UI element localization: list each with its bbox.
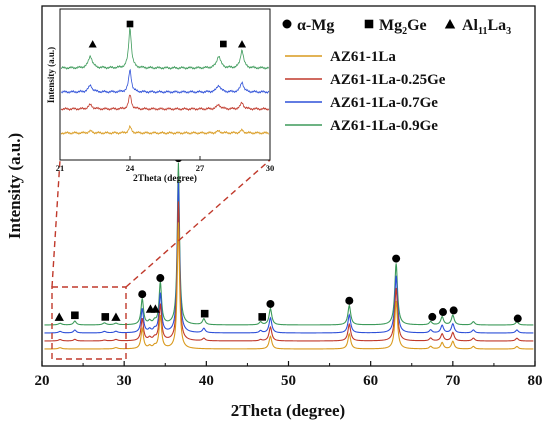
x-axis-label: 2Theta (degree) xyxy=(231,401,345,420)
inset-marker-square xyxy=(126,20,134,28)
legend-triangle-symbol xyxy=(444,19,456,29)
marker-square xyxy=(101,313,110,321)
marker-triangle xyxy=(54,312,64,321)
marker-circle xyxy=(513,314,522,323)
legend-square-symbol xyxy=(364,19,374,29)
inset-y-axis-label: Intensity (a.u.) xyxy=(46,47,56,103)
legend-label-AZ61-1La-0.9Ge: AZ61-1La-0.9Ge xyxy=(330,118,438,134)
marker-square xyxy=(200,309,209,318)
marker-circle xyxy=(438,308,447,317)
marker-triangle xyxy=(111,312,121,321)
inset-traces xyxy=(60,26,270,136)
inset-x-tick-label: 30 xyxy=(266,163,275,173)
x-tick-label: 80 xyxy=(528,373,543,389)
zoom-guides xyxy=(51,159,271,360)
inset-marker-square xyxy=(220,40,227,48)
inset-x-tick-label: 21 xyxy=(56,163,65,173)
inset-x-axis-label: 2Theta (degree) xyxy=(133,173,197,184)
marker-circle xyxy=(428,312,437,321)
phase-legend-label: Al11La3 xyxy=(462,17,511,37)
marker-square xyxy=(258,313,267,321)
zoom-region-box xyxy=(51,286,127,360)
phase-legend: α-Mg Mg2Ge Al11La3 xyxy=(282,17,511,37)
zoom-guide-right xyxy=(125,159,271,288)
marker-circle xyxy=(449,306,458,315)
legend-label-AZ61-1La-0.25Ge: AZ61-1La-0.25Ge xyxy=(330,72,446,88)
marker-circle xyxy=(345,296,354,305)
x-tick-label: 30 xyxy=(117,373,132,389)
inset-plot: 21 24 27 30 2Theta (degree) Intensity (a.u.… xyxy=(46,8,275,184)
marker-square xyxy=(71,311,79,320)
x-tick-label: 20 xyxy=(35,373,50,389)
x-tick-label: 60 xyxy=(363,373,378,389)
x-tick-label: 40 xyxy=(199,373,214,389)
legend-label-AZ61-1La-0.7Ge: AZ61-1La-0.7Ge xyxy=(330,95,438,111)
marker-circle xyxy=(392,254,401,263)
x-tick-label: 70 xyxy=(445,373,460,389)
inset-marker-triangle xyxy=(88,40,97,48)
y-axis-label: Intensity (a.u.) xyxy=(5,133,24,239)
phase-legend-label: Mg2Ge xyxy=(379,17,427,37)
trace-AZ61-1La-0.7Ge xyxy=(44,181,534,334)
inset-markers xyxy=(88,20,247,48)
x-tick-label: 50 xyxy=(281,373,296,389)
inset-trace-AZ61-1La-0.7Ge xyxy=(60,68,270,94)
marker-circle xyxy=(156,274,165,283)
inset-frame xyxy=(59,8,271,161)
legend-label-AZ61-1La: AZ61-1La xyxy=(330,49,396,65)
inset-x-tick-label: 24 xyxy=(126,163,135,173)
series-legend: AZ61-1La AZ61-1La-0.25Ge AZ61-1La-0.7Ge AZ6… xyxy=(285,49,446,134)
zoom-guide-left xyxy=(51,159,61,288)
inset-x-tick-label: 27 xyxy=(196,163,205,173)
inset-trace-AZ61-1La xyxy=(60,124,269,136)
marker-triangle xyxy=(150,304,161,313)
phase-legend-label: α-Mg xyxy=(297,17,334,34)
trace-AZ61-1La-0.25Ge xyxy=(44,201,534,342)
marker-circle xyxy=(138,290,147,299)
inset-ticks: 21 24 27 30 xyxy=(56,156,275,173)
marker-circle xyxy=(266,299,275,308)
legend-circle-symbol xyxy=(282,19,292,29)
inset-trace-AZ61-1La-0.9Ge xyxy=(60,26,270,70)
x-axis-ticks: 20 30 40 50 60 70 80 xyxy=(35,361,543,389)
inset-trace-AZ61-1La-0.25Ge xyxy=(60,94,270,112)
inset-marker-triangle xyxy=(237,40,247,48)
